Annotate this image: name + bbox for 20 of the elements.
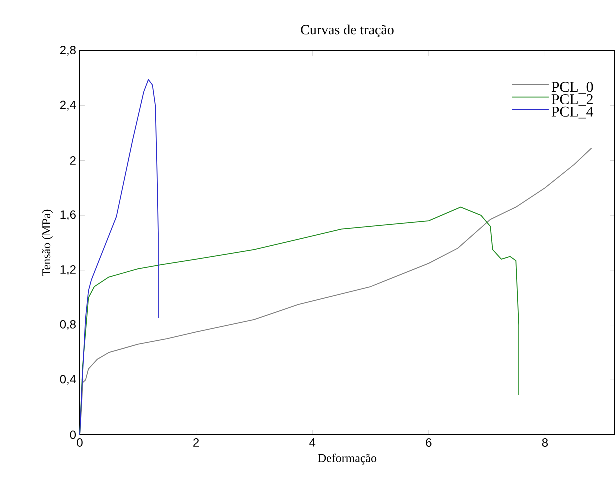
y-tick-label: 2 [70,156,76,165]
y-tick-label: 2,4 [60,100,76,111]
legend-label: PCL_2 [552,94,593,106]
x-tick-label: 2 [194,438,200,447]
y-tick-label: 0,8 [60,320,76,330]
line-series [80,79,159,436]
legend-label: PCL_4 [552,106,594,119]
y-tick-label: 0,4 [60,375,76,386]
y-tick-label: 2,8 [60,46,76,56]
y-tick-label: 1,6 [60,210,76,221]
y-axis-title: Tensão (MPa) [42,210,54,276]
x-tick-label: 4 [310,438,316,447]
chart-title: Curvas de tração [301,24,394,38]
x-tick-label: 6 [426,438,432,447]
y-tick-label: 1,2 [60,265,76,276]
x-tick-label: 8 [542,438,548,447]
x-axis-title: Deformação [318,454,377,465]
x-tick-label: 0 [77,438,83,447]
y-tick-label: 0 [70,430,76,440]
legend-label: PCL_0 [552,82,594,94]
